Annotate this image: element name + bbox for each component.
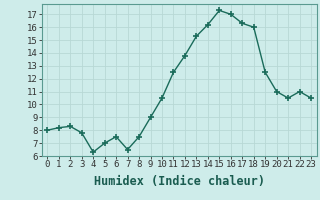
X-axis label: Humidex (Indice chaleur): Humidex (Indice chaleur)	[94, 175, 265, 188]
